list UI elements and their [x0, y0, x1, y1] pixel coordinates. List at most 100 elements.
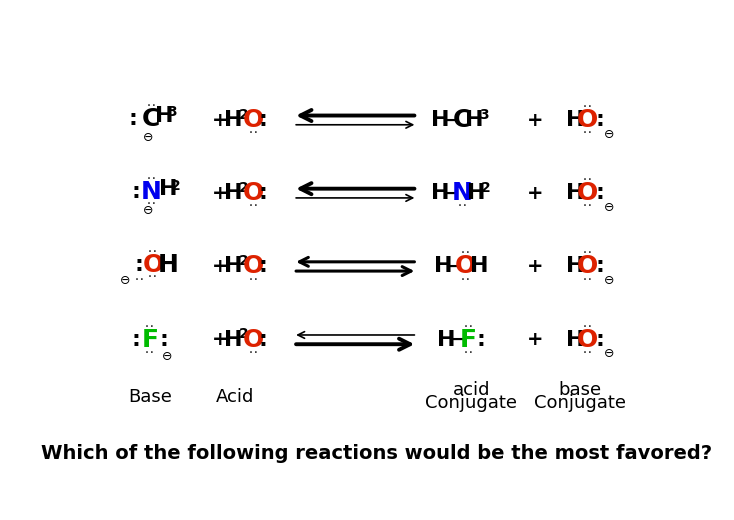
Text: H: H: [432, 110, 450, 130]
Text: ··: ··: [144, 321, 156, 332]
Text: 2: 2: [481, 181, 490, 195]
Text: ··: ··: [248, 128, 260, 138]
Text: H: H: [566, 330, 584, 349]
Text: ··: ··: [459, 275, 471, 284]
Text: +: +: [211, 184, 228, 203]
Text: :: :: [159, 330, 168, 349]
Text: Base: Base: [128, 388, 172, 406]
Text: H: H: [432, 183, 450, 203]
Text: :: :: [128, 109, 137, 128]
Text: H: H: [159, 179, 178, 200]
Text: F: F: [142, 328, 159, 352]
Text: H: H: [225, 330, 243, 349]
Text: O: O: [454, 254, 476, 278]
Text: H: H: [155, 106, 173, 126]
Text: +: +: [211, 330, 228, 349]
Text: :: :: [476, 330, 485, 349]
Text: O: O: [577, 254, 598, 278]
Text: H: H: [566, 110, 584, 130]
Text: 2: 2: [239, 327, 249, 341]
Text: ··: ··: [248, 275, 260, 284]
Text: ⊖: ⊖: [161, 350, 172, 363]
Text: ··: ··: [147, 247, 159, 257]
Text: ⊖: ⊖: [604, 201, 614, 214]
Text: ··: ··: [145, 100, 157, 111]
Text: :: :: [596, 330, 605, 349]
Text: H: H: [467, 183, 485, 203]
Text: acid: acid: [453, 381, 490, 399]
Text: O: O: [243, 108, 264, 132]
Text: 2: 2: [239, 254, 249, 268]
Text: :: :: [596, 183, 605, 203]
Text: H: H: [225, 110, 243, 130]
Text: 3: 3: [167, 106, 177, 120]
Text: ··: ··: [582, 321, 594, 332]
Text: ··: ··: [582, 249, 594, 258]
Text: +: +: [527, 257, 543, 276]
Text: :: :: [131, 182, 140, 202]
Text: ··: ··: [582, 201, 594, 212]
Text: ··: ··: [459, 249, 471, 258]
Text: +: +: [211, 111, 228, 129]
Text: O: O: [243, 181, 264, 205]
Text: ⊖: ⊖: [120, 274, 131, 287]
Text: ··: ··: [145, 199, 157, 209]
Text: :: :: [258, 256, 267, 277]
Text: C: C: [453, 108, 471, 132]
Text: O: O: [243, 328, 264, 352]
Text: ··: ··: [582, 275, 594, 284]
Text: ⊖: ⊖: [143, 204, 153, 217]
Text: H: H: [465, 110, 484, 130]
Text: :: :: [258, 110, 267, 130]
Text: ⊖: ⊖: [604, 274, 614, 287]
Text: H: H: [435, 256, 453, 277]
Text: :: :: [134, 255, 143, 275]
Text: ··: ··: [582, 102, 594, 112]
Text: N: N: [451, 181, 473, 205]
Text: ··: ··: [133, 275, 145, 285]
Text: ··: ··: [147, 272, 159, 282]
Text: ··: ··: [248, 348, 260, 358]
Text: H: H: [470, 256, 489, 277]
Text: :: :: [131, 330, 140, 349]
Text: O: O: [577, 181, 598, 205]
Text: :: :: [258, 330, 267, 349]
Text: −: −: [443, 111, 459, 129]
Text: ··: ··: [462, 321, 474, 332]
Text: ··: ··: [462, 348, 474, 358]
Text: 2: 2: [239, 108, 249, 122]
Text: :: :: [596, 110, 605, 130]
Text: O: O: [577, 328, 598, 352]
Text: H: H: [225, 256, 243, 277]
Text: ⊖: ⊖: [604, 127, 614, 140]
Text: +: +: [527, 184, 543, 203]
Text: ··: ··: [582, 348, 594, 358]
Text: 2: 2: [239, 181, 249, 195]
Text: H: H: [158, 253, 179, 277]
Text: :: :: [596, 256, 605, 277]
Text: O: O: [243, 254, 264, 278]
Text: −: −: [446, 257, 462, 276]
Text: ··: ··: [582, 128, 594, 138]
Text: H: H: [566, 183, 584, 203]
Text: C: C: [142, 107, 161, 131]
Text: Conjugate: Conjugate: [534, 394, 626, 412]
Text: −: −: [449, 330, 466, 349]
Text: O: O: [142, 253, 164, 277]
Text: ··: ··: [248, 201, 260, 212]
Text: O: O: [577, 108, 598, 132]
Text: ⊖: ⊖: [143, 131, 153, 144]
Text: :: :: [258, 183, 267, 203]
Text: base: base: [559, 381, 602, 399]
Text: ··: ··: [457, 201, 468, 212]
Text: +: +: [527, 330, 543, 349]
Text: +: +: [211, 257, 228, 276]
Text: 2: 2: [171, 178, 181, 192]
Text: ⊖: ⊖: [604, 347, 614, 360]
Text: N: N: [141, 180, 162, 204]
Text: F: F: [460, 328, 477, 352]
Text: −: −: [443, 184, 459, 203]
Text: ··: ··: [144, 348, 156, 358]
Text: ··: ··: [145, 174, 157, 184]
Text: H: H: [437, 330, 456, 349]
